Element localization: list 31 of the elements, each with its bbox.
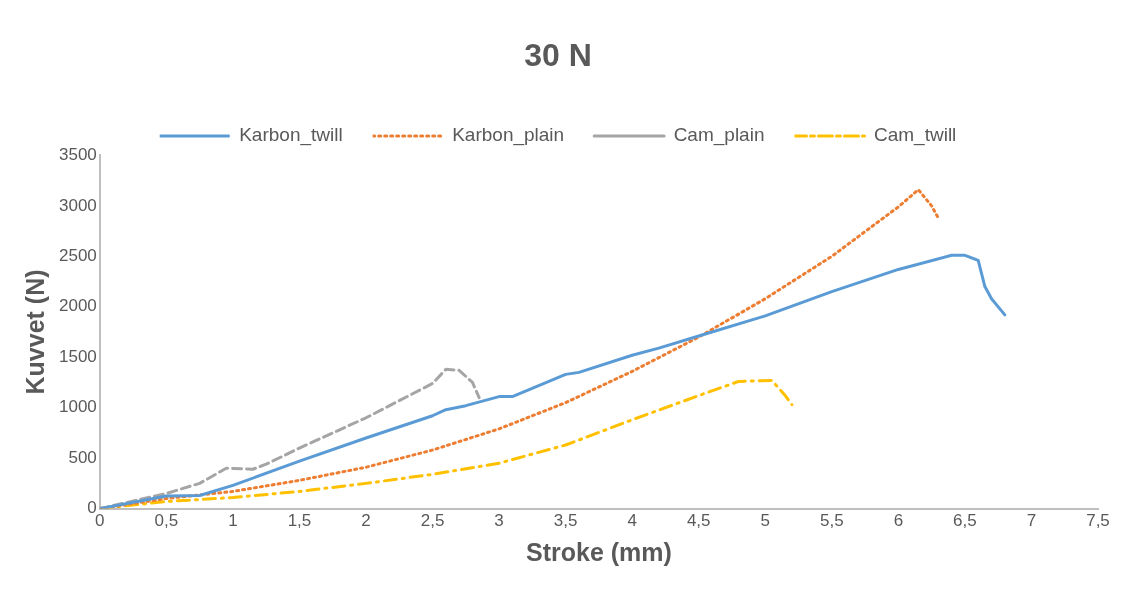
legend-label: Cam_plain: [673, 124, 765, 147]
x-tick-label: 2,5: [420, 511, 445, 531]
y-tick-label: 1500: [58, 346, 97, 366]
x-tick-label: 7: [1026, 511, 1037, 531]
x-axis-title: Stroke (mm): [525, 537, 672, 566]
y-tick-label: 2500: [58, 246, 97, 265]
x-tick-label: 4: [627, 511, 637, 531]
x-tick-label: 2: [361, 511, 371, 531]
x-tick-label: 0,5: [154, 511, 179, 531]
chart-title: 30 N: [524, 37, 592, 74]
y-tick-label: 1000: [58, 397, 97, 417]
x-tick-label: 7,5: [1086, 511, 1110, 531]
x-tick-label: 1,5: [287, 511, 312, 531]
x-tick-label: 6: [893, 511, 904, 531]
legend-label: Karbon_twill: [239, 124, 343, 147]
x-tick-label: 1: [228, 511, 238, 531]
y-axis-title: Kuvvet (N): [20, 269, 49, 395]
y-tick-label: 3500: [58, 145, 97, 165]
legend-label: Cam_twill: [873, 124, 957, 147]
x-tick-label: 3: [494, 511, 504, 531]
line-series: [99, 367, 481, 509]
legend-label: Karbon_plain: [452, 124, 565, 147]
x-tick-label: 4,5: [686, 511, 711, 531]
y-tick-label: 500: [68, 447, 97, 467]
y-tick-label: 3000: [58, 195, 97, 215]
y-tick-label: 0: [87, 498, 97, 518]
x-tick-label: 5,5: [820, 511, 844, 531]
x-tick-label: 5: [760, 511, 771, 531]
y-tick-label: 2000: [58, 296, 97, 316]
x-tick-label: 6,5: [953, 511, 977, 531]
x-tick-label: 3,5: [553, 511, 578, 531]
